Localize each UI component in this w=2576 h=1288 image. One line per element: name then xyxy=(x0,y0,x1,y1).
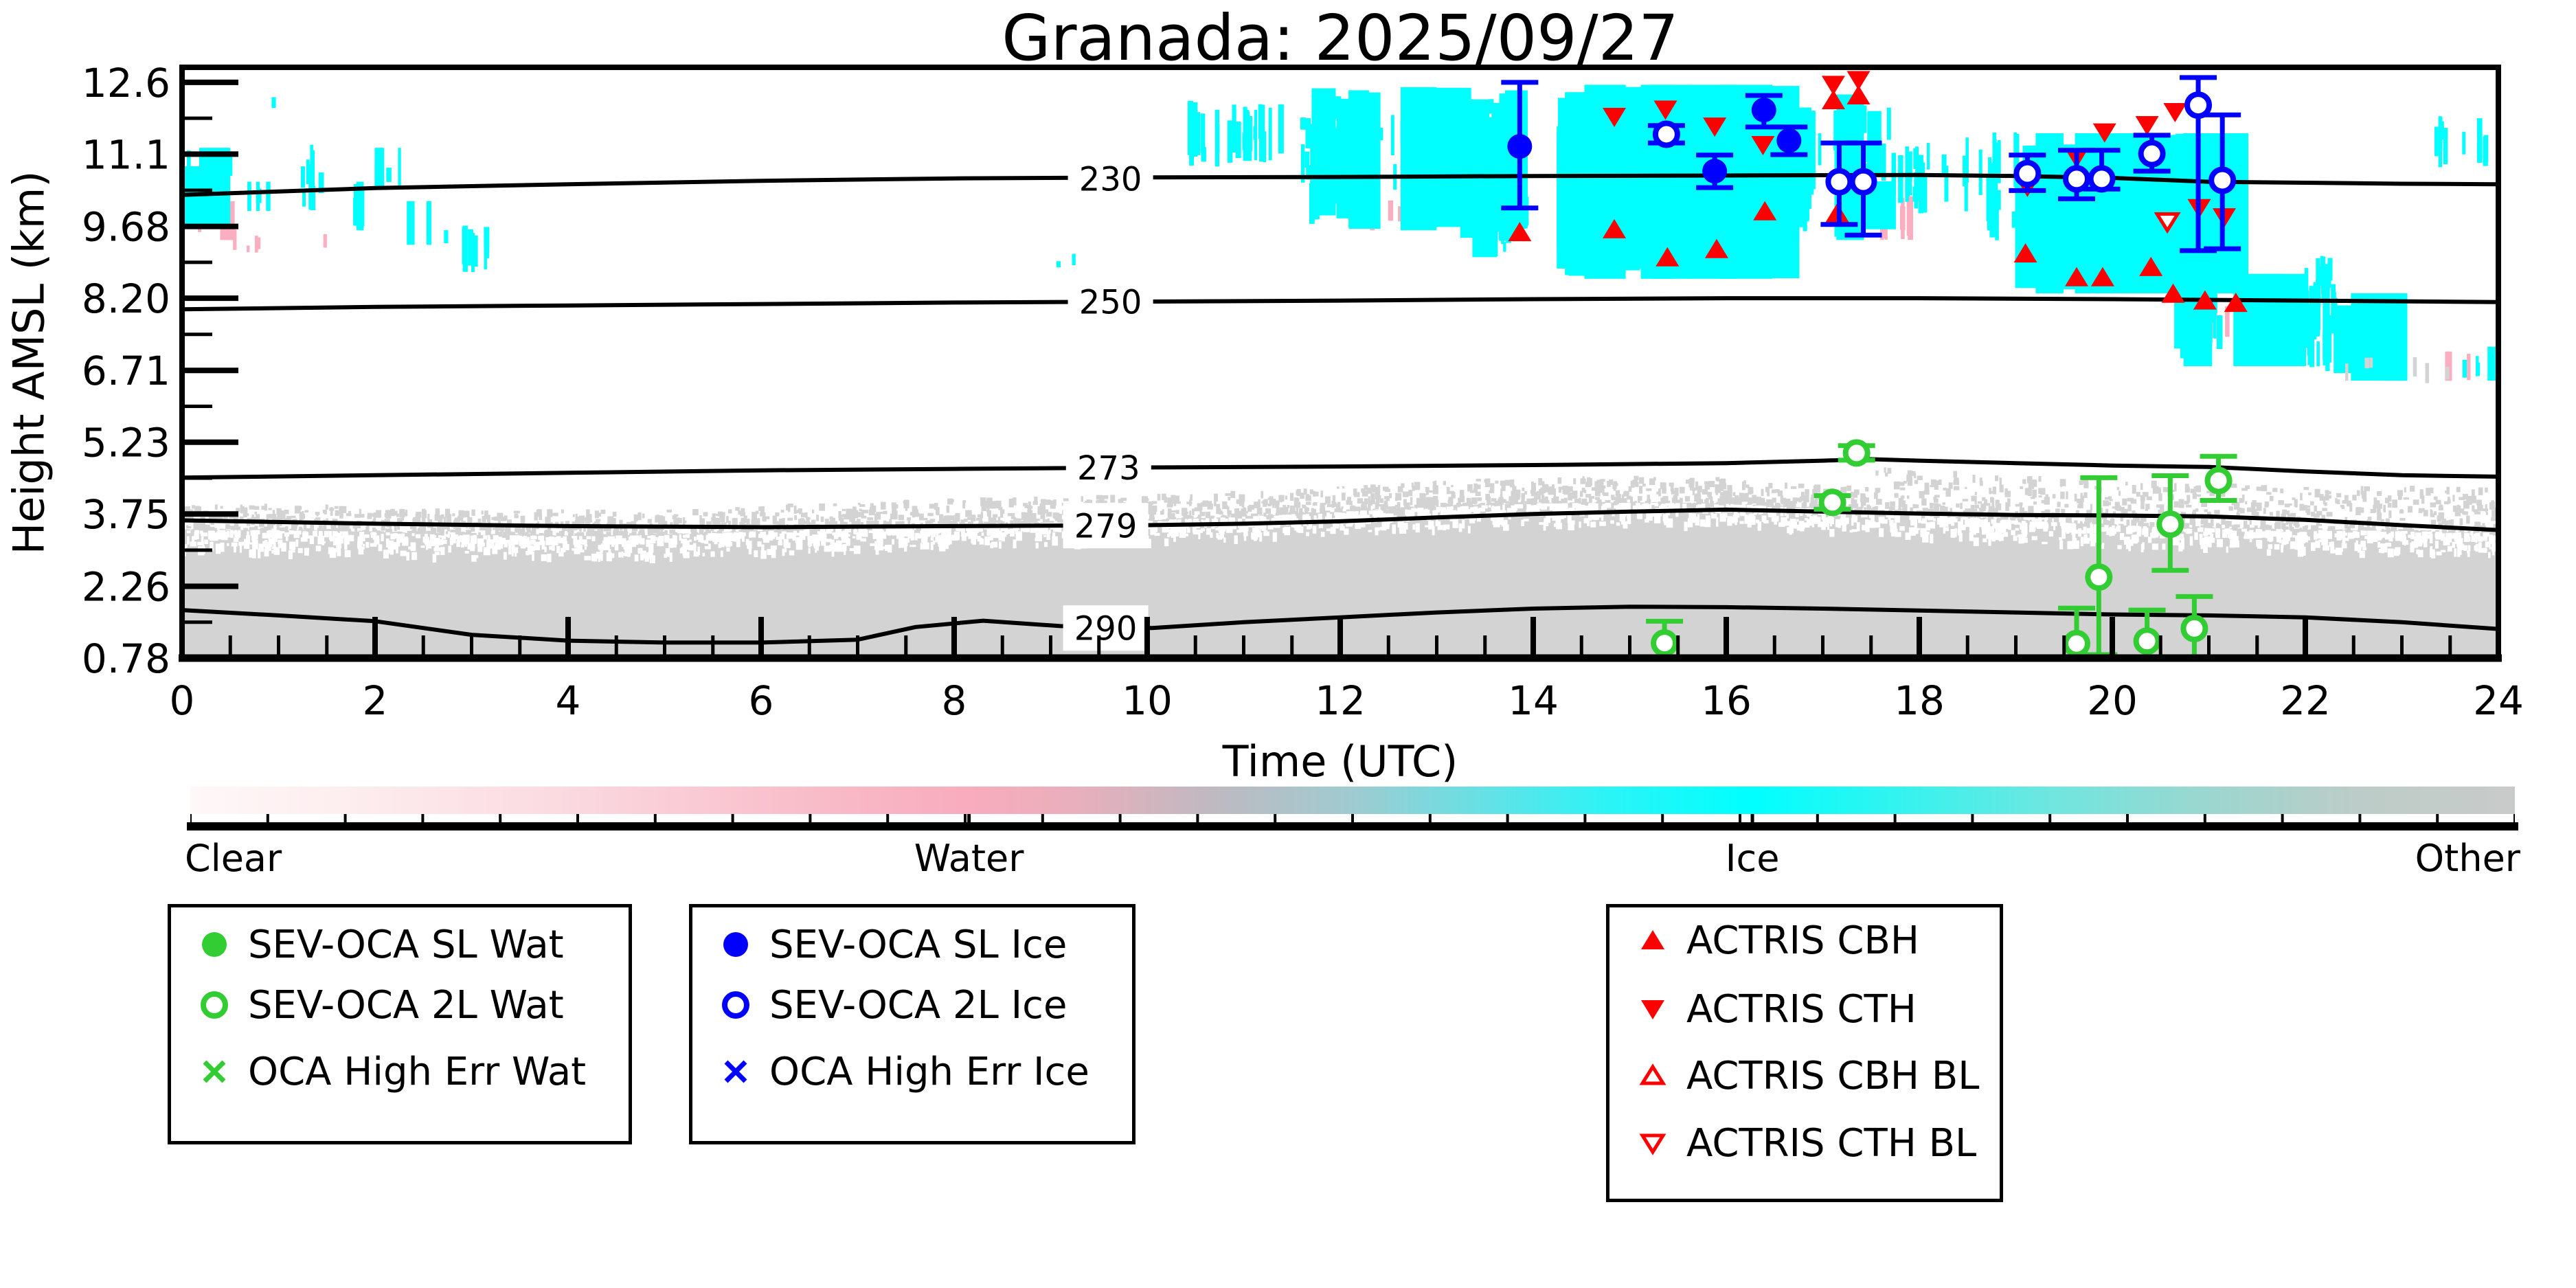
x-tick-label: 20 xyxy=(2087,677,2138,724)
legend-item: ACTRIS CBH xyxy=(1629,916,1919,964)
legend-item: ACTRIS CTH xyxy=(1629,985,1917,1033)
legend-item: OCA High Err Ice xyxy=(712,1048,1089,1096)
x-tick-label: 22 xyxy=(2280,677,2331,724)
legend-item-label: SEV-OCA 2L Ice xyxy=(769,982,1067,1028)
series-sev-oca-sl-ice xyxy=(1501,80,1808,211)
y-tick-label: 11.1 xyxy=(82,131,170,178)
contour-label-bg xyxy=(1067,156,1153,202)
x-axis-label: Time (UTC) xyxy=(1222,736,1458,787)
colorbar-label-ice: Ice xyxy=(1725,837,1780,880)
contour-label: 279 xyxy=(1074,508,1138,546)
x-tick-label: 12 xyxy=(1315,677,1366,724)
contour-label-bg xyxy=(1067,279,1153,325)
legend-marker-tri-up-filled-icon xyxy=(1641,930,1664,949)
series-actris-cth-bl xyxy=(2154,212,2181,234)
legend-marker-circle-open-icon xyxy=(722,991,749,1019)
colorbar-label-water: Water xyxy=(914,837,1024,880)
y-tick-label: 8.20 xyxy=(82,275,170,322)
page-title: Granada: 2025/09/27 xyxy=(1002,1,1679,75)
y-tick-label: 12.6 xyxy=(82,60,170,106)
colorbar-label-clear: Clear xyxy=(185,837,282,880)
legend-item: ACTRIS CBH BL xyxy=(1629,1052,1979,1100)
x-tick-label: 18 xyxy=(1894,677,1945,724)
contour-label: 250 xyxy=(1079,283,1142,321)
x-tick-label: 24 xyxy=(2473,677,2524,724)
x-tick-label: 6 xyxy=(749,677,774,724)
legend-item-label: OCA High Err Wat xyxy=(248,1049,587,1094)
colorbar-label-other: Other xyxy=(2415,837,2520,880)
legend-marker-tri-down-open-icon xyxy=(1639,1133,1667,1155)
legend-item-label: ACTRIS CTH BL xyxy=(1686,1120,1977,1166)
contour-label-bg xyxy=(1063,503,1149,549)
legend-marker-tri-up-open-icon xyxy=(1639,1063,1667,1085)
x-tick-label: 0 xyxy=(170,677,195,724)
legend-marker-tri-down-filled-icon xyxy=(1641,1000,1664,1019)
legend-marker-x-icon xyxy=(203,1060,226,1083)
y-tick-label: 6.71 xyxy=(82,348,170,394)
legend-water: SEV-OCA SL Wat SEV-OCA 2L Wat OCA High Err… xyxy=(168,904,632,1144)
axes-frame xyxy=(179,65,2502,662)
y-tick-label: 0.78 xyxy=(82,635,170,682)
legend-actris: ACTRIS CBH ACTRIS CTH ACTRIS CBH BL ACTRIS … xyxy=(1606,904,2003,1202)
y-tick-label: 3.75 xyxy=(82,491,170,538)
legend-marker-circle-filled-icon xyxy=(202,932,227,957)
legend-item-label: ACTRIS CBH BL xyxy=(1686,1053,1980,1098)
legend-ice: SEV-OCA SL Ice SEV-OCA 2L Ice OCA High Err… xyxy=(689,904,1136,1144)
legend-item-label: SEV-OCA SL Ice xyxy=(769,922,1067,967)
legend-marker-x-icon xyxy=(724,1060,747,1083)
x-tick-label: 14 xyxy=(1508,677,1559,724)
series-sev-oca-2l-ice xyxy=(1647,75,2241,253)
legend-item: OCA High Err Wat xyxy=(190,1048,586,1096)
x-tick-label: 10 xyxy=(1122,677,1173,724)
contour-label-bg xyxy=(1065,444,1151,490)
legend-item: SEV-OCA SL Wat xyxy=(190,920,564,969)
legend-item: SEV-OCA 2L Ice xyxy=(712,981,1067,1029)
x-tick-label: 2 xyxy=(363,677,388,724)
legend-marker-circle-open-icon xyxy=(201,991,228,1019)
legend-item-label: SEV-OCA 2L Wat xyxy=(248,982,564,1028)
y-tick-label: 2.26 xyxy=(82,563,170,610)
legend-item-label: ACTRIS CBH xyxy=(1686,918,1920,963)
contour-label: 230 xyxy=(1079,161,1142,199)
legend-item: SEV-OCA SL Ice xyxy=(712,920,1067,969)
colorbar-baseline xyxy=(187,822,2518,831)
legend-marker-circle-filled-icon xyxy=(723,932,748,957)
colorbar-ticks xyxy=(190,814,2515,824)
x-tick-label: 8 xyxy=(942,677,967,724)
isotherm-contours xyxy=(181,172,2499,645)
legend-item-label: OCA High Err Ice xyxy=(769,1049,1089,1094)
y-tick-label: 9.68 xyxy=(82,203,170,250)
x-tick-label: 16 xyxy=(1701,677,1752,724)
contour-label: 290 xyxy=(1074,610,1138,648)
x-tick-label: 4 xyxy=(556,677,581,724)
colorbar-gradient xyxy=(190,787,2515,814)
legend-item: ACTRIS CTH BL xyxy=(1629,1119,1976,1167)
legend-item: SEV-OCA 2L Wat xyxy=(190,981,564,1029)
y-tick-label: 5.23 xyxy=(82,420,170,466)
legend-item-label: SEV-OCA SL Wat xyxy=(248,922,564,967)
contour-label: 273 xyxy=(1077,449,1140,488)
legend-item-label: ACTRIS CTH xyxy=(1686,986,1917,1032)
contour-label-bg xyxy=(1063,605,1149,651)
